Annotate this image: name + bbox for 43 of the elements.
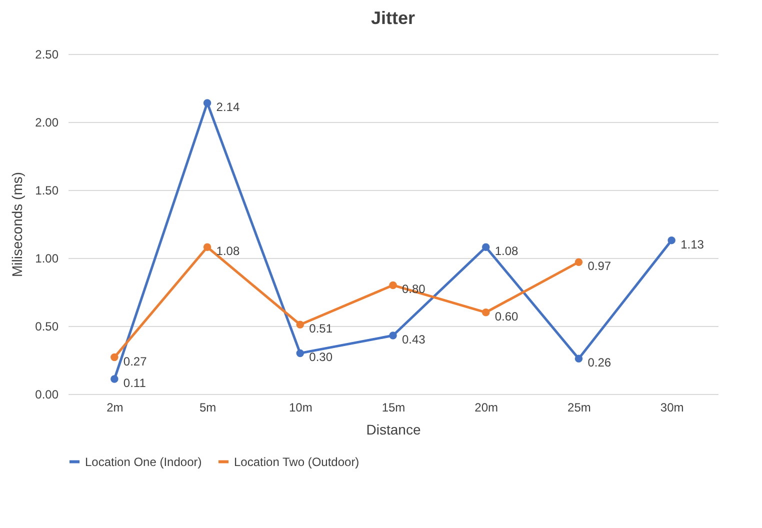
point: [203, 243, 212, 251]
point: [296, 320, 304, 329]
y-tick-label: 0.00: [35, 388, 59, 402]
y-tick-label: 2.50: [35, 48, 59, 62]
data-label: 0.51: [309, 322, 333, 336]
x-axis-title: Distance: [366, 422, 421, 438]
point: [203, 99, 212, 107]
data-label: 1.08: [494, 244, 519, 258]
data-label: 1.08: [216, 244, 240, 258]
point: [110, 375, 118, 383]
legend-label: Location Two (Outdoor): [234, 454, 360, 469]
y-tick-label: 1.00: [35, 252, 59, 266]
x-tick-label: 30m: [660, 400, 684, 414]
x-tick-label: 2m: [106, 400, 124, 414]
data-label: 0.97: [588, 259, 612, 274]
point: [574, 354, 583, 363]
data-label: 0.26: [588, 356, 612, 370]
point: [482, 308, 490, 316]
point: [389, 332, 397, 340]
y-tick-label: 2.00: [35, 116, 59, 130]
data-label: 0.30: [309, 350, 333, 364]
data-label: 0.11: [123, 376, 146, 390]
point: [389, 281, 397, 290]
point: [668, 236, 676, 244]
data-label: 0.60: [494, 309, 519, 324]
x-tick-label: 20m: [474, 400, 498, 414]
x-tick-label: 15m: [382, 400, 406, 414]
point: [296, 349, 304, 358]
point: [482, 243, 490, 251]
data-label: 0.43: [402, 332, 426, 347]
y-tick-label: 0.50: [35, 320, 59, 334]
y-tick-label: 1.50: [35, 184, 59, 198]
x-tick-label: 5m: [199, 400, 216, 414]
y-axis-title: Miliseconds (ms): [9, 172, 26, 278]
data-label: 0.27: [123, 354, 148, 368]
x-tick-label: 10m: [288, 400, 312, 414]
data-label: 1.13: [680, 237, 704, 252]
point: [110, 353, 118, 362]
point: [574, 258, 583, 266]
data-label: 2.14: [216, 100, 240, 114]
chart-title: Jitter: [370, 8, 416, 28]
legend-label: Location One (Indoor): [85, 454, 202, 469]
x-tick-label: 25m: [568, 400, 591, 414]
